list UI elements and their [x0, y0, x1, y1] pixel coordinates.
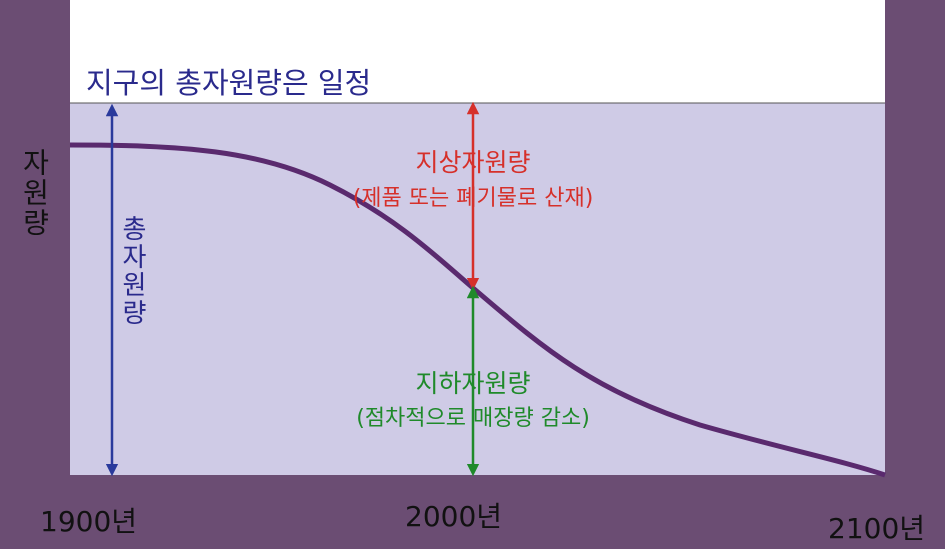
- underground-note: (점차적으로 매장량 감소): [356, 406, 590, 431]
- x-label: 2000년: [405, 500, 503, 533]
- x-label: 1900년: [40, 505, 138, 538]
- top-panel: [70, 0, 885, 103]
- above-ground-note: (제품 또는 폐기물로 산재): [352, 186, 594, 211]
- x-label: 2100년: [828, 512, 926, 545]
- above-ground-label: 지상자원량: [415, 148, 531, 177]
- underground-label: 지하자원량: [415, 369, 531, 398]
- total-label: 총자원량: [117, 215, 147, 327]
- title: 지구의 총자원량은 일정: [86, 66, 372, 100]
- y-axis-label: 자원량: [18, 148, 51, 238]
